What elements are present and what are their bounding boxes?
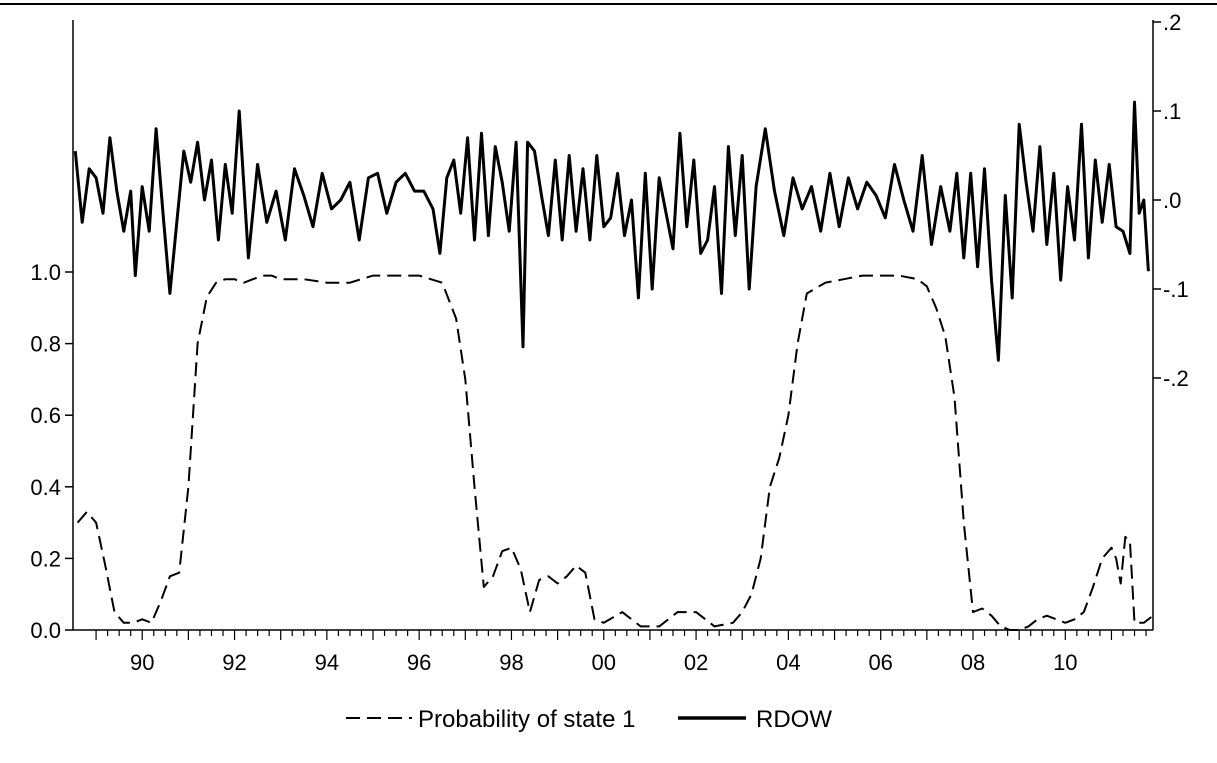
left-axis-tick-label: 0.2 xyxy=(30,546,61,571)
right-axis-tick-label: -.1 xyxy=(1163,277,1189,302)
legend-label-rdow: RDOW xyxy=(756,706,832,733)
x-axis-tick-label: 08 xyxy=(961,650,985,675)
left-axis-tick-label: 0.6 xyxy=(30,403,61,428)
x-axis-tick-label: 10 xyxy=(1053,650,1077,675)
x-axis-tick-label: 92 xyxy=(222,650,246,675)
right-axis-tick-label: .0 xyxy=(1163,188,1181,213)
series-layer xyxy=(73,100,1154,631)
x-axis-tick-label: 06 xyxy=(868,650,892,675)
right-axis-tick-label: -.2 xyxy=(1163,366,1189,391)
x-axis-tick-label: 04 xyxy=(776,650,800,675)
x-axis-tick-label: 98 xyxy=(499,650,523,675)
series-probability-state-1-line xyxy=(76,274,1154,631)
x-axis-tick-label: 90 xyxy=(130,650,154,675)
series-rdow-line xyxy=(73,100,1150,362)
axes-group: 0.0 0.2 0.4 0.6 0.8 1.0 .2 .1 .0 -.1 -.2 90 92 94 96 98… xyxy=(30,10,1188,675)
right-axis-tick-label: .1 xyxy=(1163,99,1181,124)
right-axis-tick-label: .2 xyxy=(1163,10,1181,35)
x-axis-tick-label: 96 xyxy=(407,650,431,675)
x-axis-tick-label: 00 xyxy=(592,650,616,675)
legend: Probability of state 1 RDOW xyxy=(346,706,832,733)
left-axis-tick-label: 0.8 xyxy=(30,332,61,357)
left-axis-tick-label: 0.4 xyxy=(30,475,61,500)
left-axis-tick-label: 1.0 xyxy=(30,260,61,285)
x-axis-tick-label: 02 xyxy=(684,650,708,675)
left-axis-tick-label: 0.0 xyxy=(30,618,61,643)
legend-label-probability: Probability of state 1 xyxy=(418,706,635,733)
x-axis-tick-label: 94 xyxy=(315,650,339,675)
